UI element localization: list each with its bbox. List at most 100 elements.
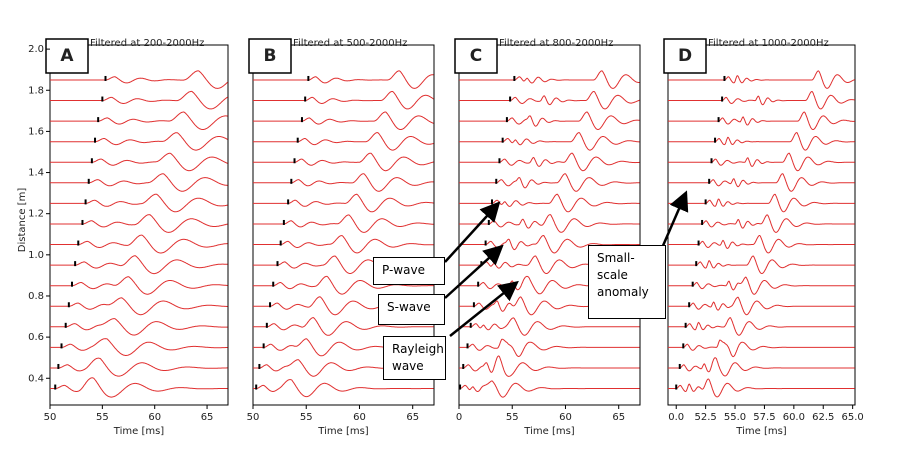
y-tick-label: 1.8 [28,85,44,96]
y-tick-label: 1.4 [28,168,44,179]
panel-title: Filtered at 800-2000Hz [499,38,613,49]
trace [253,91,434,110]
trace [50,111,228,130]
y-tick-label: 0.4 [28,373,44,384]
y-tick-label: 1.0 [28,250,44,261]
x-axis-label: Time [ms] [113,426,165,437]
trace [253,235,434,254]
x-tick-label: 0 [456,412,462,423]
x-tick-label: 50 [44,412,57,423]
panel-label-box [663,38,707,74]
panel-label: D [678,46,692,66]
trace [459,152,640,172]
trace [459,317,640,336]
annotation: Small-scale anomaly [588,245,666,319]
trace [459,355,640,377]
trace [668,317,855,336]
y-tick-label: 1.2 [28,209,44,220]
panel-label: B [264,46,277,66]
trace [459,338,640,358]
trace [50,255,228,275]
x-tick-label: 55 [300,412,313,423]
trace [50,214,228,233]
annotation: P-wave [373,257,445,285]
plot-frame [49,44,229,406]
trace [668,255,855,274]
trace [50,193,228,213]
x-tick-label: 60.0 [783,412,805,423]
trace [668,296,855,316]
trace [668,378,855,398]
trace [50,276,228,295]
trace [50,318,228,336]
x-tick-label: 57.5 [753,412,775,423]
trace [459,91,640,110]
trace [50,70,228,89]
trace [459,111,640,130]
panel-title: Filtered at 500-2000Hz [293,38,407,49]
trace [253,193,434,213]
trace [459,70,640,89]
panel-title: Filtered at 1000-2000Hz [708,38,829,49]
trace [668,193,855,213]
x-tick-label: 65 [406,412,419,423]
trace [50,234,228,254]
annotation-arrow [444,201,501,263]
annotation: S-wave [378,294,445,325]
trace [253,275,434,295]
trace [668,235,855,254]
annotation: Rayleigh wave [383,336,446,380]
plot-frame [667,44,856,406]
x-tick-label: 55.0 [724,412,746,423]
panel-title: Filtered at 200-2000Hz [90,38,204,49]
trace [668,70,855,89]
x-tick-label: 65 [612,412,625,423]
trace [253,132,434,151]
annotation-arrow [660,190,689,249]
annotation-arrow [444,244,504,299]
trace [668,90,855,110]
trace [459,193,640,213]
y-axis-label: Distance [m] [17,188,28,253]
trace [50,152,228,172]
panel-label: C [470,46,482,66]
trace [668,152,855,172]
y-tick-label: 1.6 [28,126,44,137]
x-tick-label: 60 [559,412,572,423]
trace [668,276,855,295]
trace [253,214,434,233]
trace [50,90,228,110]
trace [253,379,434,398]
plot-frame [458,44,641,406]
trace [253,173,434,192]
x-tick-label: 52.5 [695,412,717,423]
trace [50,173,228,192]
x-tick-label: 55 [506,412,519,423]
trace [668,111,855,130]
trace [459,380,640,398]
trace [459,173,640,192]
x-tick-label: 60 [148,412,161,423]
x-axis-label: Time [ms] [735,426,787,437]
y-tick-label: 0.6 [28,332,44,343]
trace [668,132,855,151]
trace [668,357,855,377]
y-tick-label: 0.8 [28,291,44,302]
x-tick-label: 62.5 [812,412,834,423]
trace [668,214,855,233]
panel-label-box [248,38,292,74]
x-tick-label: 0.0 [668,412,684,423]
x-tick-label: 60 [353,412,366,423]
trace [459,234,640,254]
panel-label: A [60,46,74,66]
trace [50,377,228,398]
trace [50,132,228,151]
trace [253,152,434,172]
trace [668,339,855,358]
trace [50,338,228,356]
x-tick-label: 55 [96,412,109,423]
trace [50,357,228,377]
x-tick-label: 65 [201,412,214,423]
